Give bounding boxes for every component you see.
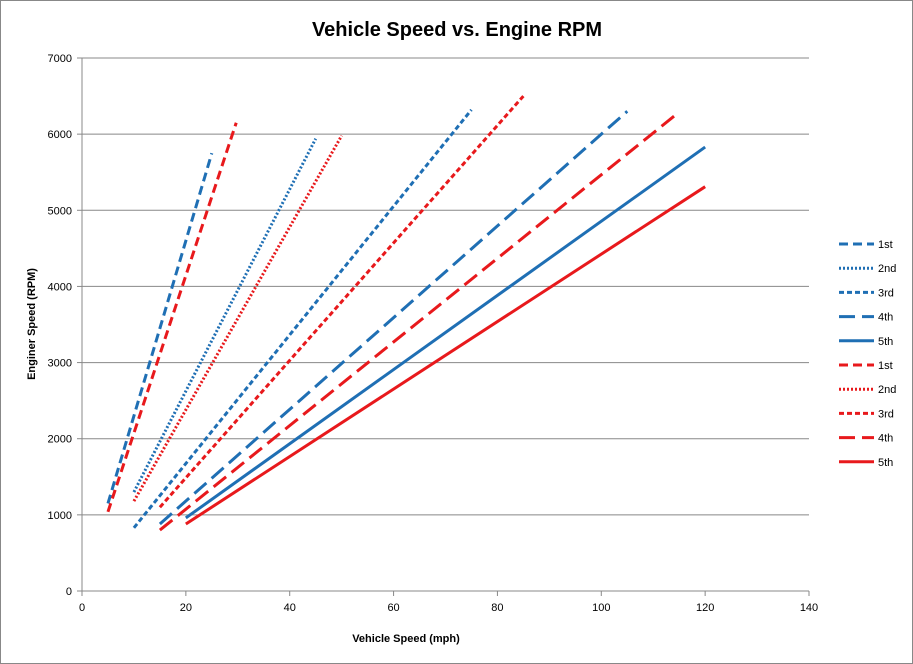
y-tick-label: 3000 — [48, 358, 72, 370]
y-tick-label: 0 — [66, 586, 72, 598]
y-tick-label: 2000 — [48, 434, 72, 446]
legend-label: 1st — [878, 360, 893, 372]
y-tick-label: 4000 — [48, 281, 72, 293]
y-tick-label: 7000 — [48, 53, 72, 65]
x-tick-label: 100 — [592, 602, 610, 614]
y-axis-label: Enginer Speed (RPM) — [26, 268, 38, 380]
series-line-red-5th — [185, 185, 706, 526]
y-tick-label: 6000 — [48, 129, 72, 141]
series-line-blue-5th — [184, 145, 707, 520]
legend-label: 4th — [878, 433, 893, 445]
chart-title: Vehicle Speed vs. Engine RPM — [312, 19, 602, 41]
x-tick-label: 20 — [180, 602, 192, 614]
series-line-red-1st — [106, 122, 238, 513]
y-tick-label: 1000 — [48, 510, 72, 522]
series-line-blue-1st — [106, 152, 214, 504]
legend-label: 4th — [878, 312, 893, 324]
x-tick-label: 140 — [800, 602, 818, 614]
legend-label: 3rd — [878, 408, 894, 420]
legend-label: 2nd — [878, 384, 896, 396]
series-line-blue-4th — [158, 110, 629, 526]
x-axis-label: Vehicle Speed (mph) — [352, 633, 460, 645]
legend-label: 5th — [878, 457, 893, 469]
x-tick-label: 0 — [79, 602, 85, 614]
series-line-red-2nd — [132, 134, 343, 502]
legend-label: 1st — [878, 239, 893, 251]
legend-label: 3rd — [878, 287, 894, 299]
series-line-red-3rd — [158, 95, 525, 509]
y-tick-label: 5000 — [48, 205, 72, 217]
x-tick-label: 60 — [387, 602, 399, 614]
legend-label: 5th — [878, 336, 893, 348]
x-tick-label: 80 — [491, 602, 503, 614]
x-tick-label: 40 — [284, 602, 296, 614]
series-line-blue-3rd — [132, 108, 473, 529]
x-tick-label: 120 — [696, 602, 714, 614]
legend-label: 2nd — [878, 263, 896, 275]
series-line-red-4th — [158, 110, 681, 532]
